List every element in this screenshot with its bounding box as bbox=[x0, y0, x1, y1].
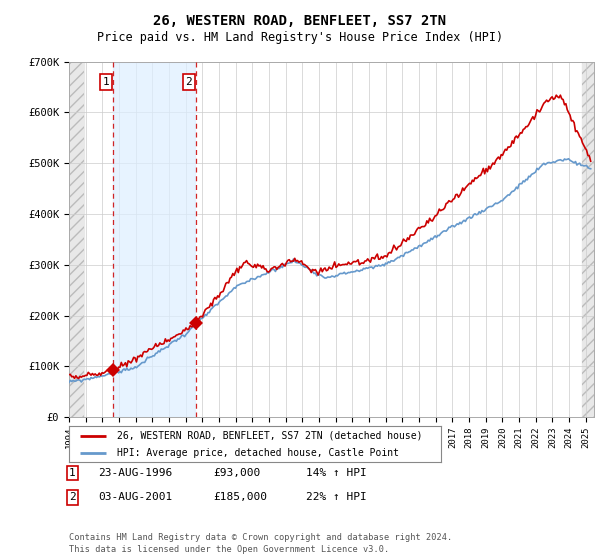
Text: 2: 2 bbox=[69, 492, 76, 502]
Text: 1: 1 bbox=[103, 77, 110, 87]
Text: 22% ↑ HPI: 22% ↑ HPI bbox=[306, 492, 367, 502]
Text: 2: 2 bbox=[185, 77, 192, 87]
Text: HPI: Average price, detached house, Castle Point: HPI: Average price, detached house, Cast… bbox=[118, 448, 400, 458]
Text: Contains HM Land Registry data © Crown copyright and database right 2024.
This d: Contains HM Land Registry data © Crown c… bbox=[69, 533, 452, 554]
Text: 1: 1 bbox=[69, 468, 76, 478]
Text: 03-AUG-2001: 03-AUG-2001 bbox=[98, 492, 172, 502]
Text: Price paid vs. HM Land Registry's House Price Index (HPI): Price paid vs. HM Land Registry's House … bbox=[97, 31, 503, 44]
Text: 23-AUG-1996: 23-AUG-1996 bbox=[98, 468, 172, 478]
Text: 26, WESTERN ROAD, BENFLEET, SS7 2TN: 26, WESTERN ROAD, BENFLEET, SS7 2TN bbox=[154, 14, 446, 28]
Text: 26, WESTERN ROAD, BENFLEET, SS7 2TN (detached house): 26, WESTERN ROAD, BENFLEET, SS7 2TN (det… bbox=[118, 431, 423, 441]
Bar bbox=[69, 62, 84, 417]
Text: 14% ↑ HPI: 14% ↑ HPI bbox=[306, 468, 367, 478]
Text: £185,000: £185,000 bbox=[213, 492, 267, 502]
Bar bbox=[113, 62, 196, 417]
Bar bbox=[69, 62, 84, 417]
Bar bbox=[583, 62, 594, 417]
Text: £93,000: £93,000 bbox=[213, 468, 260, 478]
Bar bbox=[583, 62, 594, 417]
